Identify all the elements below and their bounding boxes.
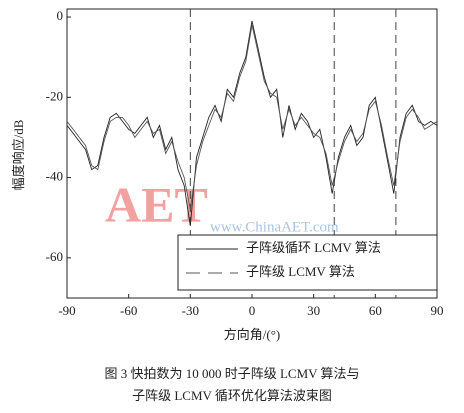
- x-tick-label: -30: [182, 303, 199, 318]
- legend-box: [177, 234, 438, 291]
- y-axis-label: 幅度响应/dB: [11, 119, 26, 190]
- series-line: [66, 25, 438, 210]
- y-tick-label: -40: [46, 169, 63, 184]
- watermark: www.ChinaAET.com: [210, 219, 339, 235]
- legend-label: 子阵级 LCMV 算法: [246, 264, 355, 279]
- y-tick-label: 0: [57, 8, 64, 23]
- x-tick-label: 30: [307, 303, 320, 318]
- x-tick-label: 90: [431, 303, 444, 318]
- x-tick-label: -60: [120, 303, 137, 318]
- y-tick-label: -60: [46, 249, 63, 264]
- legend-label: 子阵级循环 LCMV 算法: [246, 240, 381, 255]
- y-tick-label: -20: [46, 88, 63, 103]
- caption: 图 3 快拍数为 10 000 时子阵级 LCMV 算法与: [104, 366, 359, 381]
- caption: 子阵级 LCMV 循环优化算法波束图: [132, 388, 332, 403]
- x-tick-label: 60: [369, 303, 382, 318]
- x-tick-label: -90: [58, 303, 75, 318]
- x-axis-label: 方向角/(°): [224, 327, 280, 342]
- series-line: [66, 20, 438, 226]
- x-tick-label: 0: [249, 303, 256, 318]
